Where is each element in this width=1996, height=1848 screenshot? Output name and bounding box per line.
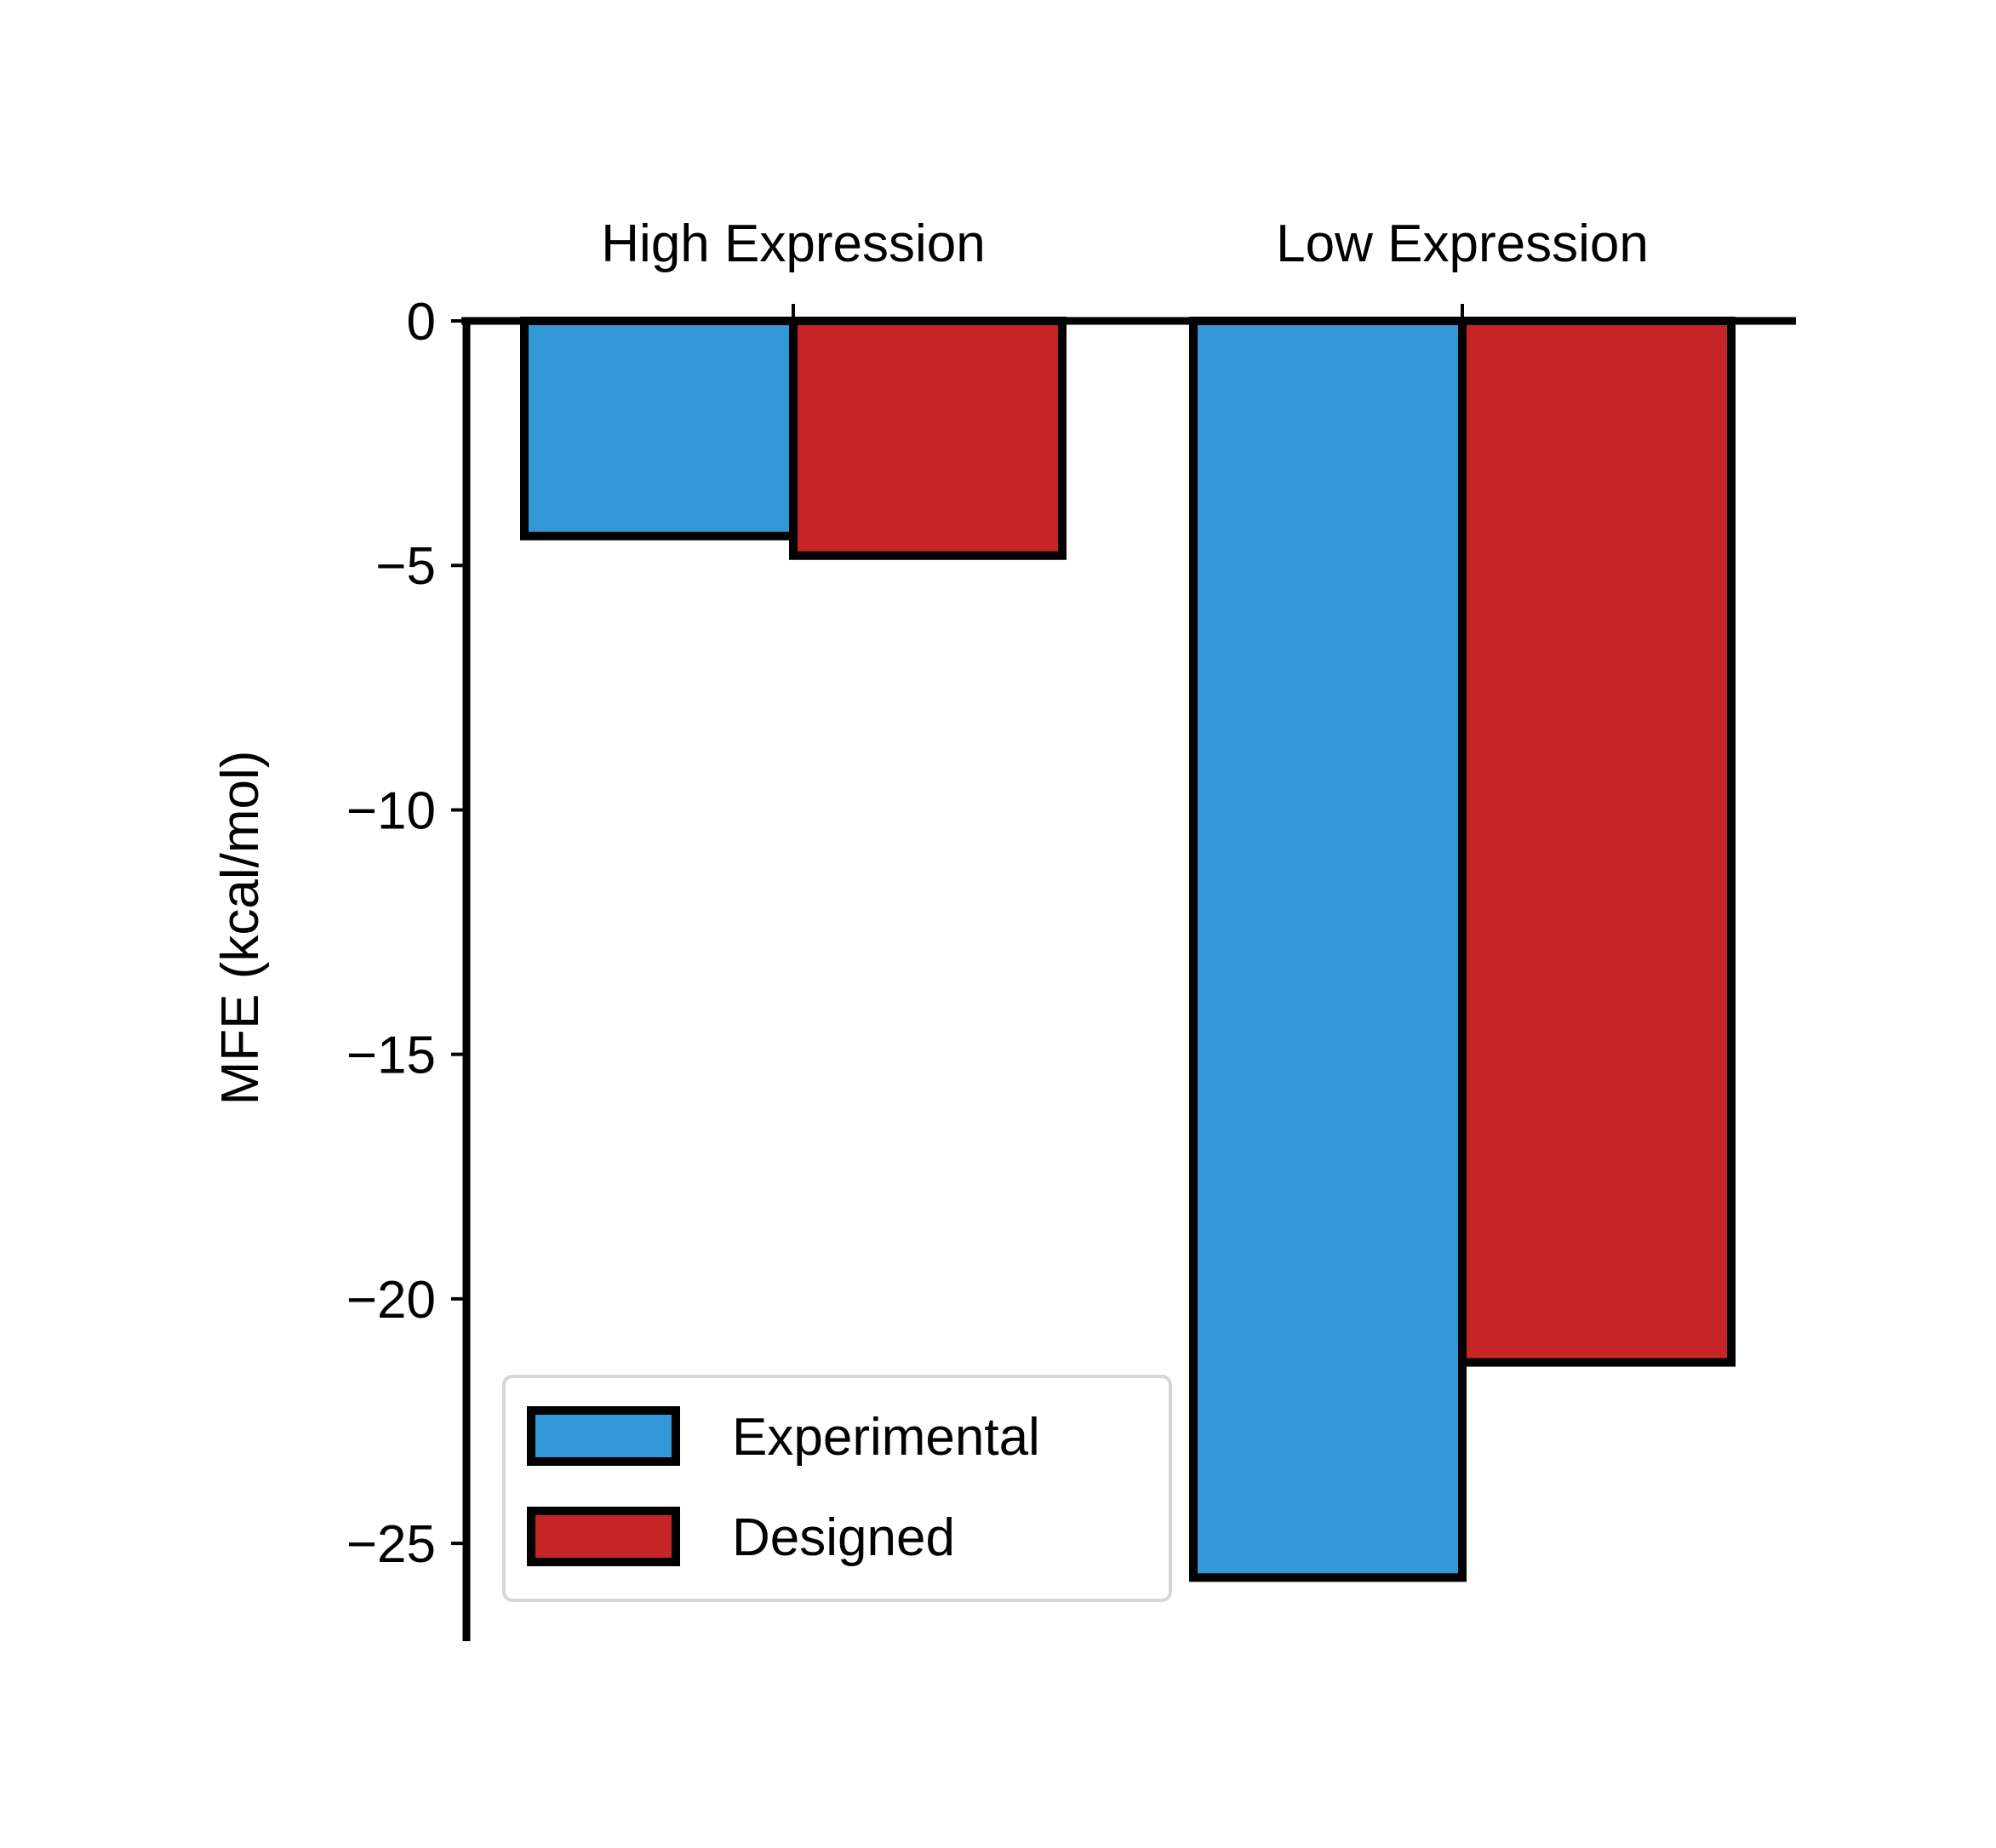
legend-label-designed: Designed [732,1508,955,1567]
y-tick-label: −10 [346,781,436,840]
y-tick-label: 0 [407,293,436,352]
legend-label-experimental: Experimental [732,1408,1040,1467]
y-tick-label: −5 [375,537,436,596]
legend-swatch-experimental [527,1406,680,1466]
y-tick-label: −25 [346,1515,436,1574]
x-tick-label: Low Expression [1276,215,1649,273]
bar-experimental-0 [520,317,798,541]
legend-swatch-designed [527,1507,680,1566]
x-tick-label: High Expression [601,215,985,273]
y-tick-label: −15 [346,1027,436,1085]
legend: Experimental Designed [502,1375,1172,1602]
y-tick-label: −20 [346,1271,436,1330]
bars [520,317,1736,1582]
bar-designed-1 [1458,317,1736,1367]
bar-designed-0 [789,317,1067,560]
y-axis-label: MFE (kcal/mol) [211,751,270,1106]
bar-experimental-1 [1189,317,1467,1582]
axes: 0 −5 −10 −15 −20 −25 High Expression Low Expres… [346,215,1796,1641]
